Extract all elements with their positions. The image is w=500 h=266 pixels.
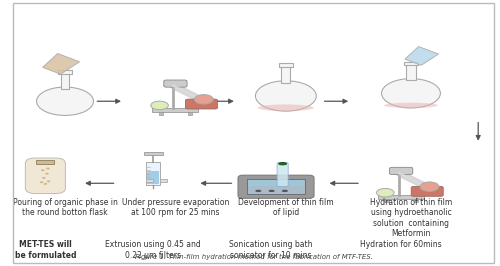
- FancyBboxPatch shape: [186, 99, 218, 109]
- FancyBboxPatch shape: [146, 179, 152, 182]
- Text: Development of thin film
of lipid: Development of thin film of lipid: [238, 198, 334, 217]
- Polygon shape: [405, 47, 438, 65]
- FancyBboxPatch shape: [406, 63, 416, 80]
- FancyBboxPatch shape: [26, 158, 66, 194]
- FancyBboxPatch shape: [36, 160, 54, 164]
- Circle shape: [46, 168, 50, 169]
- Circle shape: [42, 177, 45, 179]
- FancyBboxPatch shape: [144, 152, 163, 155]
- FancyBboxPatch shape: [277, 163, 288, 186]
- FancyBboxPatch shape: [188, 112, 192, 115]
- Polygon shape: [42, 53, 80, 74]
- Text: MET-TES will
be formulated: MET-TES will be formulated: [14, 240, 76, 260]
- FancyBboxPatch shape: [164, 80, 187, 87]
- Text: Hydration of thin film
using hydroethanolic
solution  containing
Metformin: Hydration of thin film using hydroethano…: [370, 198, 452, 238]
- Text: Figure 1. Thin-film hydration method for the fabrication of MTF-TES.: Figure 1. Thin-film hydration method for…: [135, 254, 373, 260]
- Text: Sonication using bath
sonicator for 10 mins: Sonication using bath sonicator for 10 m…: [230, 240, 313, 260]
- FancyBboxPatch shape: [411, 186, 443, 196]
- FancyBboxPatch shape: [278, 64, 293, 66]
- FancyBboxPatch shape: [160, 179, 166, 182]
- FancyBboxPatch shape: [390, 167, 413, 174]
- FancyBboxPatch shape: [248, 180, 304, 194]
- FancyBboxPatch shape: [152, 108, 198, 112]
- Ellipse shape: [256, 190, 262, 192]
- FancyBboxPatch shape: [404, 62, 418, 65]
- Ellipse shape: [420, 182, 439, 191]
- FancyBboxPatch shape: [248, 180, 304, 186]
- Ellipse shape: [278, 163, 286, 165]
- Ellipse shape: [151, 101, 168, 110]
- Ellipse shape: [194, 95, 213, 104]
- Text: Hydration for 60mins: Hydration for 60mins: [360, 240, 442, 249]
- FancyBboxPatch shape: [384, 199, 388, 202]
- Circle shape: [45, 173, 48, 174]
- Text: Extrusion using 0.45 and
0.22 μm filters: Extrusion using 0.45 and 0.22 μm filters: [106, 240, 201, 260]
- Ellipse shape: [268, 190, 274, 192]
- FancyBboxPatch shape: [148, 171, 160, 184]
- FancyBboxPatch shape: [378, 196, 424, 200]
- Text: Under pressure evaporation
at 100 rpm for 25 mins: Under pressure evaporation at 100 rpm fo…: [122, 198, 229, 217]
- Circle shape: [47, 180, 50, 182]
- Ellipse shape: [382, 79, 440, 108]
- FancyBboxPatch shape: [146, 163, 160, 185]
- Ellipse shape: [258, 105, 314, 111]
- FancyBboxPatch shape: [158, 112, 163, 115]
- Ellipse shape: [282, 190, 288, 192]
- FancyBboxPatch shape: [58, 70, 72, 74]
- FancyBboxPatch shape: [60, 72, 70, 89]
- Text: Pouring of organic phase in
the round botton flask: Pouring of organic phase in the round bo…: [12, 198, 118, 217]
- FancyBboxPatch shape: [414, 199, 418, 202]
- Circle shape: [40, 181, 43, 183]
- Ellipse shape: [376, 188, 394, 197]
- Circle shape: [44, 183, 47, 185]
- Ellipse shape: [384, 103, 438, 108]
- Ellipse shape: [256, 81, 316, 111]
- FancyBboxPatch shape: [281, 65, 290, 82]
- Circle shape: [41, 169, 44, 171]
- FancyBboxPatch shape: [238, 175, 314, 198]
- Ellipse shape: [36, 87, 94, 115]
